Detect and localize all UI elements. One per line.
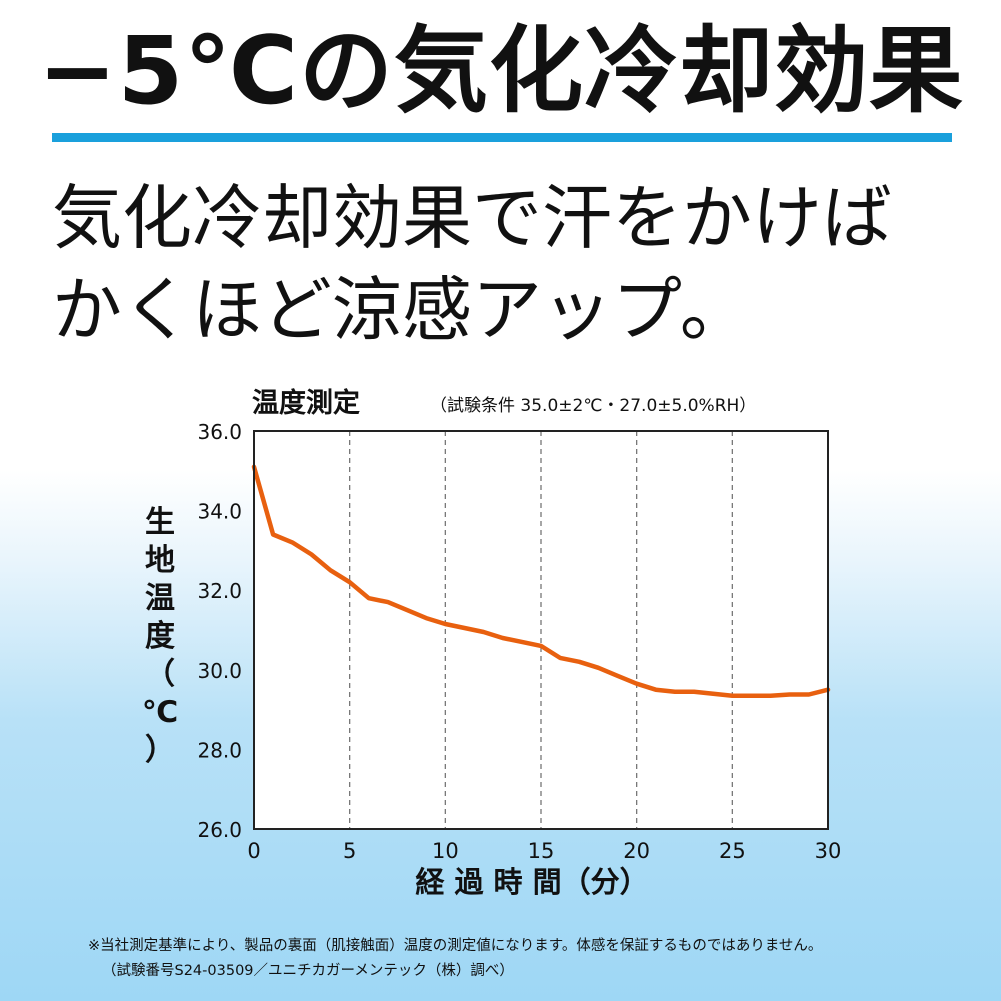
footnote: ※当社測定基準により、製品の裏面（肌接触面）温度の測定値になります。体感を保証す…	[88, 934, 978, 984]
subheadline: 気化冷却効果で汗をかけば かくほど涼感アップ。	[52, 172, 972, 356]
fabric-temperature-line	[251, 464, 831, 698]
x-axis-label: 経 過 時 間（分）	[415, 865, 648, 899]
vertical-gridlines	[349, 431, 733, 829]
headline: −5℃の気化冷却効果	[38, 17, 964, 126]
y-tick-label: 32.0	[197, 579, 242, 603]
x-tick-label: 30	[815, 839, 842, 863]
footnote-line-2: （試験番号S24-03509／ユニチカガーメンテック（株）調べ）	[102, 963, 514, 979]
x-tick-label: 0	[247, 839, 260, 863]
y-axis-label-char: （	[145, 657, 175, 692]
headline-divider	[52, 133, 952, 142]
y-axis-label-char: 度	[145, 619, 175, 654]
x-tick-label: 25	[719, 839, 746, 863]
y-axis-label-char: 地	[145, 543, 175, 578]
footnote-line-1: ※当社測定基準により、製品の裏面（肌接触面）温度の測定値になります。体感を保証す…	[88, 938, 823, 954]
y-tick-label: 34.0	[197, 500, 242, 524]
subheadline-line-1: 気化冷却効果で汗をかけば	[52, 177, 892, 259]
x-tick-label: 5	[343, 839, 356, 863]
y-axis-label-char: 生	[145, 505, 175, 540]
y-tick-label: 28.0	[197, 738, 242, 762]
x-tick-label: 20	[623, 839, 650, 863]
x-tick-label: 10	[432, 839, 459, 863]
chart-subtitle: （試験条件 35.0±2℃・27.0±5.0%RH）	[430, 396, 756, 416]
x-axis-ticks: 0 5 10 15 20 25 30	[247, 839, 841, 863]
y-tick-label: 26.0	[197, 818, 242, 842]
y-tick-label: 30.0	[197, 659, 242, 683]
y-axis-label-char: ）	[145, 733, 175, 768]
y-axis-label-char: ℃	[142, 695, 178, 730]
y-axis-ticks: 36.0 34.0 32.0 30.0 28.0 26.0	[197, 420, 242, 842]
y-axis-label-char: 温	[145, 581, 175, 616]
y-tick-label: 36.0	[197, 420, 242, 444]
chart-title: 温度測定	[252, 387, 360, 419]
plot-frame	[253, 430, 829, 830]
subheadline-line-2: かくほど涼感アップ。	[52, 269, 750, 351]
x-tick-label: 15	[528, 839, 555, 863]
